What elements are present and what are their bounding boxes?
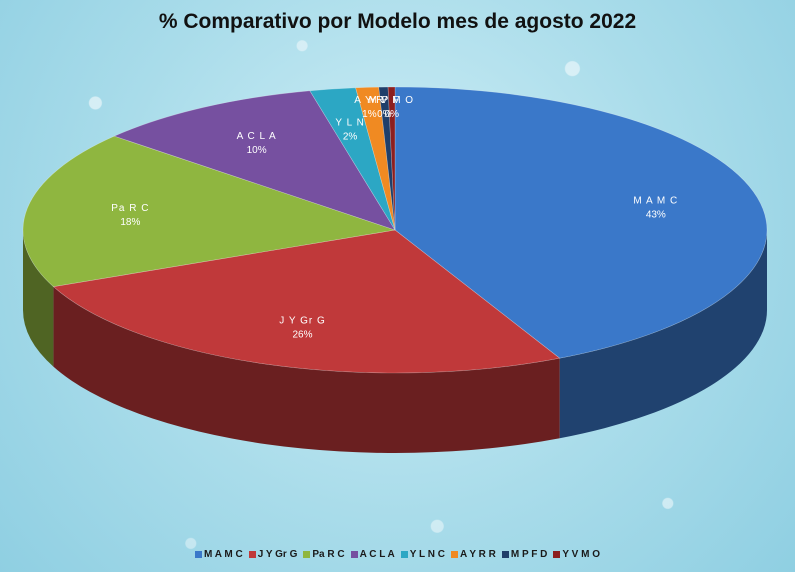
legend-item-4: Y L N C — [400, 549, 445, 560]
legend-item-6: M P F D — [501, 549, 548, 560]
pie-slices — [22, 86, 768, 374]
legend-swatch — [248, 550, 256, 558]
pie-slice-6 — [378, 86, 396, 231]
pie-side-2 — [23, 230, 54, 367]
pie-slice-7 — [387, 86, 396, 231]
legend-label: M A M C — [203, 549, 243, 560]
legend-swatch — [303, 550, 311, 558]
legend-item-1: J Y Gr G — [248, 549, 298, 560]
pie-label-percent-4: 2% — [343, 131, 358, 142]
pie-side-0 — [559, 230, 767, 439]
legend-swatch — [194, 550, 202, 558]
pie-slice-5 — [355, 86, 396, 231]
pie-label-name-4: Y L N — [335, 117, 364, 128]
legend-label: J Y Gr G — [257, 549, 298, 560]
legend-item-5: A Y R R — [450, 549, 496, 560]
legend-swatch — [553, 550, 561, 558]
pie-side-1 — [53, 286, 560, 453]
chart-legend: M A M C J Y Gr G Pa R C A C L A Y L N C A Y R… — [0, 549, 795, 560]
pie-slice-3 — [113, 90, 396, 231]
legend-swatch — [400, 550, 408, 558]
legend-item-3: A C L A — [350, 549, 395, 560]
pie-label-percent-1: 26% — [293, 330, 313, 341]
pie-label-percent-2: 18% — [120, 217, 140, 228]
legend-swatch — [501, 550, 509, 558]
legend-label: M P F D — [510, 549, 548, 560]
legend-label: Y L N C — [409, 549, 445, 560]
legend-swatch — [450, 550, 458, 558]
pie-sides — [23, 230, 767, 453]
pie-label-percent-7: 0% — [385, 109, 400, 120]
pie-label-name-3: A C L A — [237, 131, 277, 142]
pie-label-name-1: J Y Gr G — [279, 316, 326, 327]
pie-label-name-2: Pa R C — [111, 203, 149, 214]
legend-item-2: Pa R C — [303, 549, 345, 560]
pie-label-percent-5: 1% — [362, 109, 377, 120]
pie-label-name-0: M A M C — [633, 196, 678, 207]
legend-label: A Y R R — [459, 549, 496, 560]
legend-item-7: Y V M O — [553, 549, 600, 560]
pie-slice-4 — [309, 87, 396, 231]
pie-label-name-6: M P F — [369, 95, 400, 106]
pie-slice-2 — [22, 135, 396, 287]
chart-title: % Comparativo por Modelo mes de agosto 2… — [158, 10, 637, 33]
legend-item-0: M A M C — [194, 549, 243, 560]
legend-label: Y V M O — [562, 549, 600, 560]
legend-label: Pa R C — [312, 549, 345, 560]
pie-label-name-7: Y V M O — [369, 95, 414, 106]
pie-label-name-5: A Y R — [354, 95, 384, 106]
pie-slice-0 — [394, 86, 768, 359]
pie-label-percent-0: 43% — [646, 210, 666, 221]
pie-slice-1 — [52, 229, 561, 374]
legend-swatch — [350, 550, 358, 558]
pie-label-percent-3: 10% — [247, 145, 267, 156]
pie-labels: M A M C 43% J Y Gr G 26% Pa R C 18% A C L A 10%… — [111, 95, 678, 341]
legend-label: A C L A — [359, 549, 395, 560]
pie-label-percent-6: 0% — [377, 109, 392, 120]
